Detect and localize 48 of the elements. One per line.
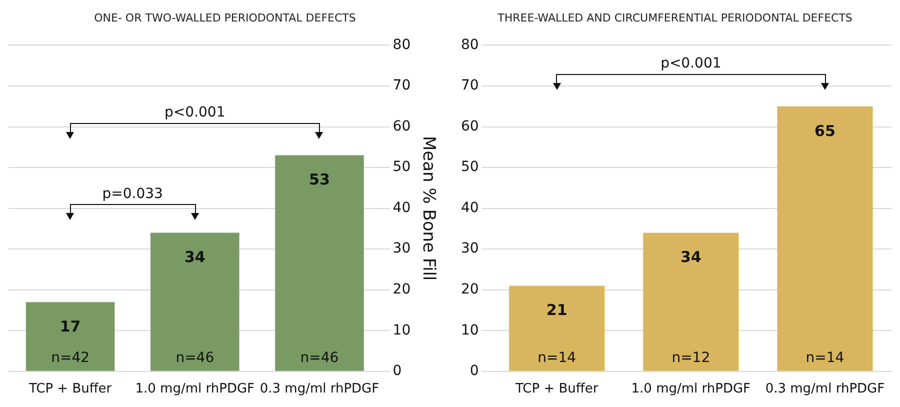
data-label: 17: [60, 317, 81, 336]
bar: [777, 106, 873, 371]
bar: [643, 232, 739, 371]
y-tick-label: 50: [392, 159, 411, 176]
annotation: n=14: [538, 350, 576, 366]
y-tick-label: 60: [392, 118, 411, 134]
bar: [26, 302, 115, 371]
annotation: n=46: [300, 350, 339, 366]
annotation: n=14: [806, 350, 844, 366]
y-axis-title: Mean % Bone Fill: [418, 136, 438, 281]
data-label: 53: [309, 170, 330, 189]
bar: [150, 232, 240, 371]
y-tick-label: 70: [392, 78, 411, 94]
data-label: 34: [680, 248, 702, 266]
y-tick-label: 60: [460, 118, 479, 134]
bar: [275, 155, 364, 371]
data-label: 21: [546, 301, 568, 320]
bar: [509, 286, 605, 371]
y-tick-label: 20: [392, 281, 411, 298]
x-tick-label: 1.0 mg/ml rhPDGF: [135, 382, 255, 397]
x-tick-label: 1.0 mg/ml rhPDGF: [631, 382, 751, 397]
annotation: n=42: [51, 350, 90, 366]
x-tick-label: 0.3 mg/ml rhPDGF: [260, 382, 380, 397]
y-tick-label: 0: [470, 363, 479, 380]
y-tick-label: 50: [460, 159, 479, 176]
y-tick-label: 0: [392, 363, 402, 380]
x-tick-label: TCP + Buffer: [28, 382, 112, 397]
y-tick-label: 20: [460, 281, 479, 298]
y-tick-label: 80: [460, 36, 479, 53]
x-tick-label: 0.3 mg/ml rhPDGF: [765, 382, 885, 397]
annotation: n=12: [672, 350, 710, 366]
annotation: p<0.001: [660, 55, 722, 72]
y-tick-label: 10: [392, 322, 411, 338]
data-label: 65: [814, 122, 836, 140]
annotation: p<0.001: [164, 104, 226, 120]
y-tick-label: 10: [460, 322, 479, 338]
x-tick-label: TCP + Buffer: [514, 382, 599, 397]
chart-title: ONE- OR TWO-WALLED PERIODONTAL DEFECTS: [94, 11, 356, 24]
y-tick-label: 30: [460, 240, 479, 257]
y-tick-label: 30: [392, 240, 411, 257]
annotation: p=0.033: [102, 186, 163, 202]
annotation: n=46: [176, 350, 214, 366]
chart-title: THREE-WALLED AND CIRCUMFERENTIAL PERIODONTAL DEFECTS: [496, 11, 852, 24]
y-tick-label: 40: [460, 200, 479, 216]
y-tick-label: 70: [460, 78, 479, 94]
y-tick-label: 40: [392, 200, 411, 216]
data-label: 34: [184, 248, 206, 266]
y-tick-label: 80: [392, 36, 411, 53]
